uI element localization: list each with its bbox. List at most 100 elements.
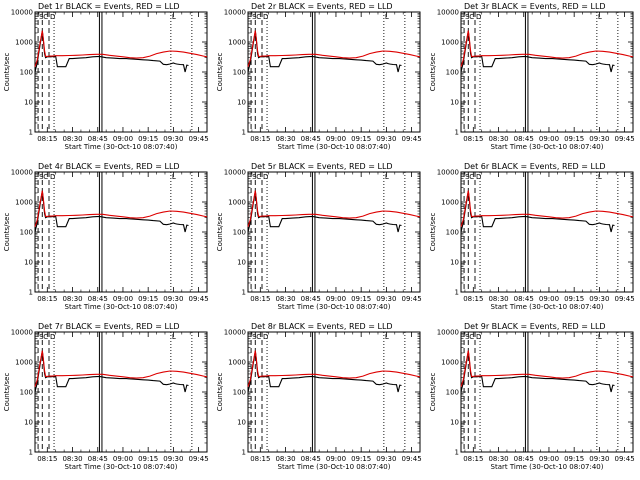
y-tick-label: 1 [29,449,33,457]
event-marker-label: C [256,13,261,21]
x-tick-label: 09:45 [189,455,209,463]
y-tick-label: 1000 [15,39,33,47]
y-axis-label: Counts/sec [3,53,11,92]
y-axis-label: Counts/sec [429,373,437,412]
x-axis-label: Start Time (30-Oct-10 08:07:40) [65,463,178,471]
x-tick-label: 08:45 [514,135,534,143]
event-marker-label: S [252,173,257,181]
y-tick-label: 10000 [437,169,459,177]
y-tick-label: 100 [20,229,33,237]
event-marker-label: S [252,333,257,341]
x-tick-label: 08:15 [37,455,57,463]
series-line-lld [247,30,421,67]
x-tick-label: 09:45 [402,455,422,463]
x-tick-label: 09:45 [402,135,422,143]
x-axis-label: Start Time (30-Oct-10 08:07:40) [278,463,391,471]
event-marker-label: C [43,13,48,21]
y-tick-label: 100 [446,389,459,397]
x-tick-label: 09:30 [589,455,609,463]
x-tick-label: 09:30 [376,455,396,463]
plot-frame [247,171,421,293]
x-tick-label: 08:45 [88,135,108,143]
y-tick-label: 10000 [224,9,246,17]
event-marker-label: C [43,333,48,341]
event-marker-label: L [385,13,389,21]
event-marker-label: L [172,333,176,341]
x-tick-label: 09:45 [402,295,422,303]
y-tick-label: 1 [242,129,246,137]
y-tick-label: 1 [29,289,33,297]
chart-det-2r: Det 2r BLACK = Events, RED = LLD 1 10 100 10… [216,2,422,151]
chart-title: Det 9r BLACK = Events, RED = LLD [464,322,606,331]
x-tick-label: 08:30 [62,135,82,143]
y-tick-label: 10000 [224,329,246,337]
chart-det-9r: Det 9r BLACK = Events, RED = LLD 1 10 100 10… [429,322,635,471]
y-tick-label: 10000 [11,9,33,17]
event-marker-label: D [263,173,268,181]
event-marker-label: L [385,333,389,341]
event-marker-label: L [598,13,602,21]
x-tick-label: 09:30 [376,295,396,303]
x-axis-label: Start Time (30-Oct-10 08:07:40) [278,143,391,151]
event-marker-label: L [598,173,602,181]
x-tick-label: 09:00 [113,455,133,463]
plot-frame [34,171,208,293]
y-tick-label: 1 [455,289,459,297]
y-tick-label: 10 [237,419,246,427]
x-tick-label: 09:15 [351,455,371,463]
y-axis-label: Counts/sec [429,213,437,252]
chart-title: Det 6r BLACK = Events, RED = LLD [464,162,606,171]
x-tick-label: 08:15 [250,135,270,143]
y-tick-label: 1000 [228,39,246,47]
y-tick-label: 100 [233,69,246,77]
y-tick-label: 10 [24,419,33,427]
x-tick-label: 08:30 [275,135,295,143]
y-tick-label: 100 [20,389,33,397]
y-tick-label: 10000 [11,169,33,177]
event-marker-label: C [469,333,474,341]
event-marker-label: L [172,173,176,181]
y-tick-label: 10 [450,259,459,267]
x-tick-label: 08:45 [301,455,321,463]
x-axis-label: Start Time (30-Oct-10 08:07:40) [491,463,604,471]
event-marker-label: C [256,173,261,181]
y-axis-label: Counts/sec [3,373,11,412]
x-tick-label: 09:30 [589,295,609,303]
event-marker-label: L [172,13,176,21]
x-tick-label: 08:30 [62,295,82,303]
y-tick-label: 1000 [228,359,246,367]
x-tick-label: 08:45 [301,295,321,303]
x-tick-label: 08:15 [37,135,57,143]
x-tick-label: 09:00 [539,295,559,303]
x-tick-label: 09:15 [138,135,158,143]
x-tick-label: 09:45 [615,135,635,143]
chart-title: Det 3r BLACK = Events, RED = LLD [464,2,606,11]
event-marker-label: S [252,13,257,21]
x-tick-label: 09:45 [615,295,635,303]
x-tick-label: 08:15 [463,295,483,303]
x-tick-label: 08:45 [88,455,108,463]
y-axis-label: Counts/sec [216,53,224,92]
chart-title: Det 1r BLACK = Events, RED = LLD [38,2,180,11]
event-marker-label: C [43,173,48,181]
x-tick-label: 09:30 [163,455,183,463]
event-marker-label: S [39,333,44,341]
event-marker-label: S [465,13,470,21]
y-tick-label: 10000 [224,169,246,177]
y-tick-label: 10 [450,419,459,427]
y-tick-label: 1 [242,449,246,457]
x-tick-label: 09:15 [351,135,371,143]
series-line-lld [34,190,208,227]
x-tick-label: 09:30 [376,135,396,143]
chart-title: Det 2r BLACK = Events, RED = LLD [251,2,393,11]
series-line-lld [34,30,208,67]
chart-det-1r: Det 1r BLACK = Events, RED = LLD 1 10 100 10… [3,2,209,151]
x-tick-label: 09:00 [113,295,133,303]
x-tick-label: 09:00 [539,455,559,463]
x-axis-label: Start Time (30-Oct-10 08:07:40) [278,303,391,311]
x-tick-label: 09:30 [163,295,183,303]
x-tick-label: 09:00 [326,135,346,143]
y-tick-label: 100 [446,69,459,77]
series-line-lld [460,190,634,227]
